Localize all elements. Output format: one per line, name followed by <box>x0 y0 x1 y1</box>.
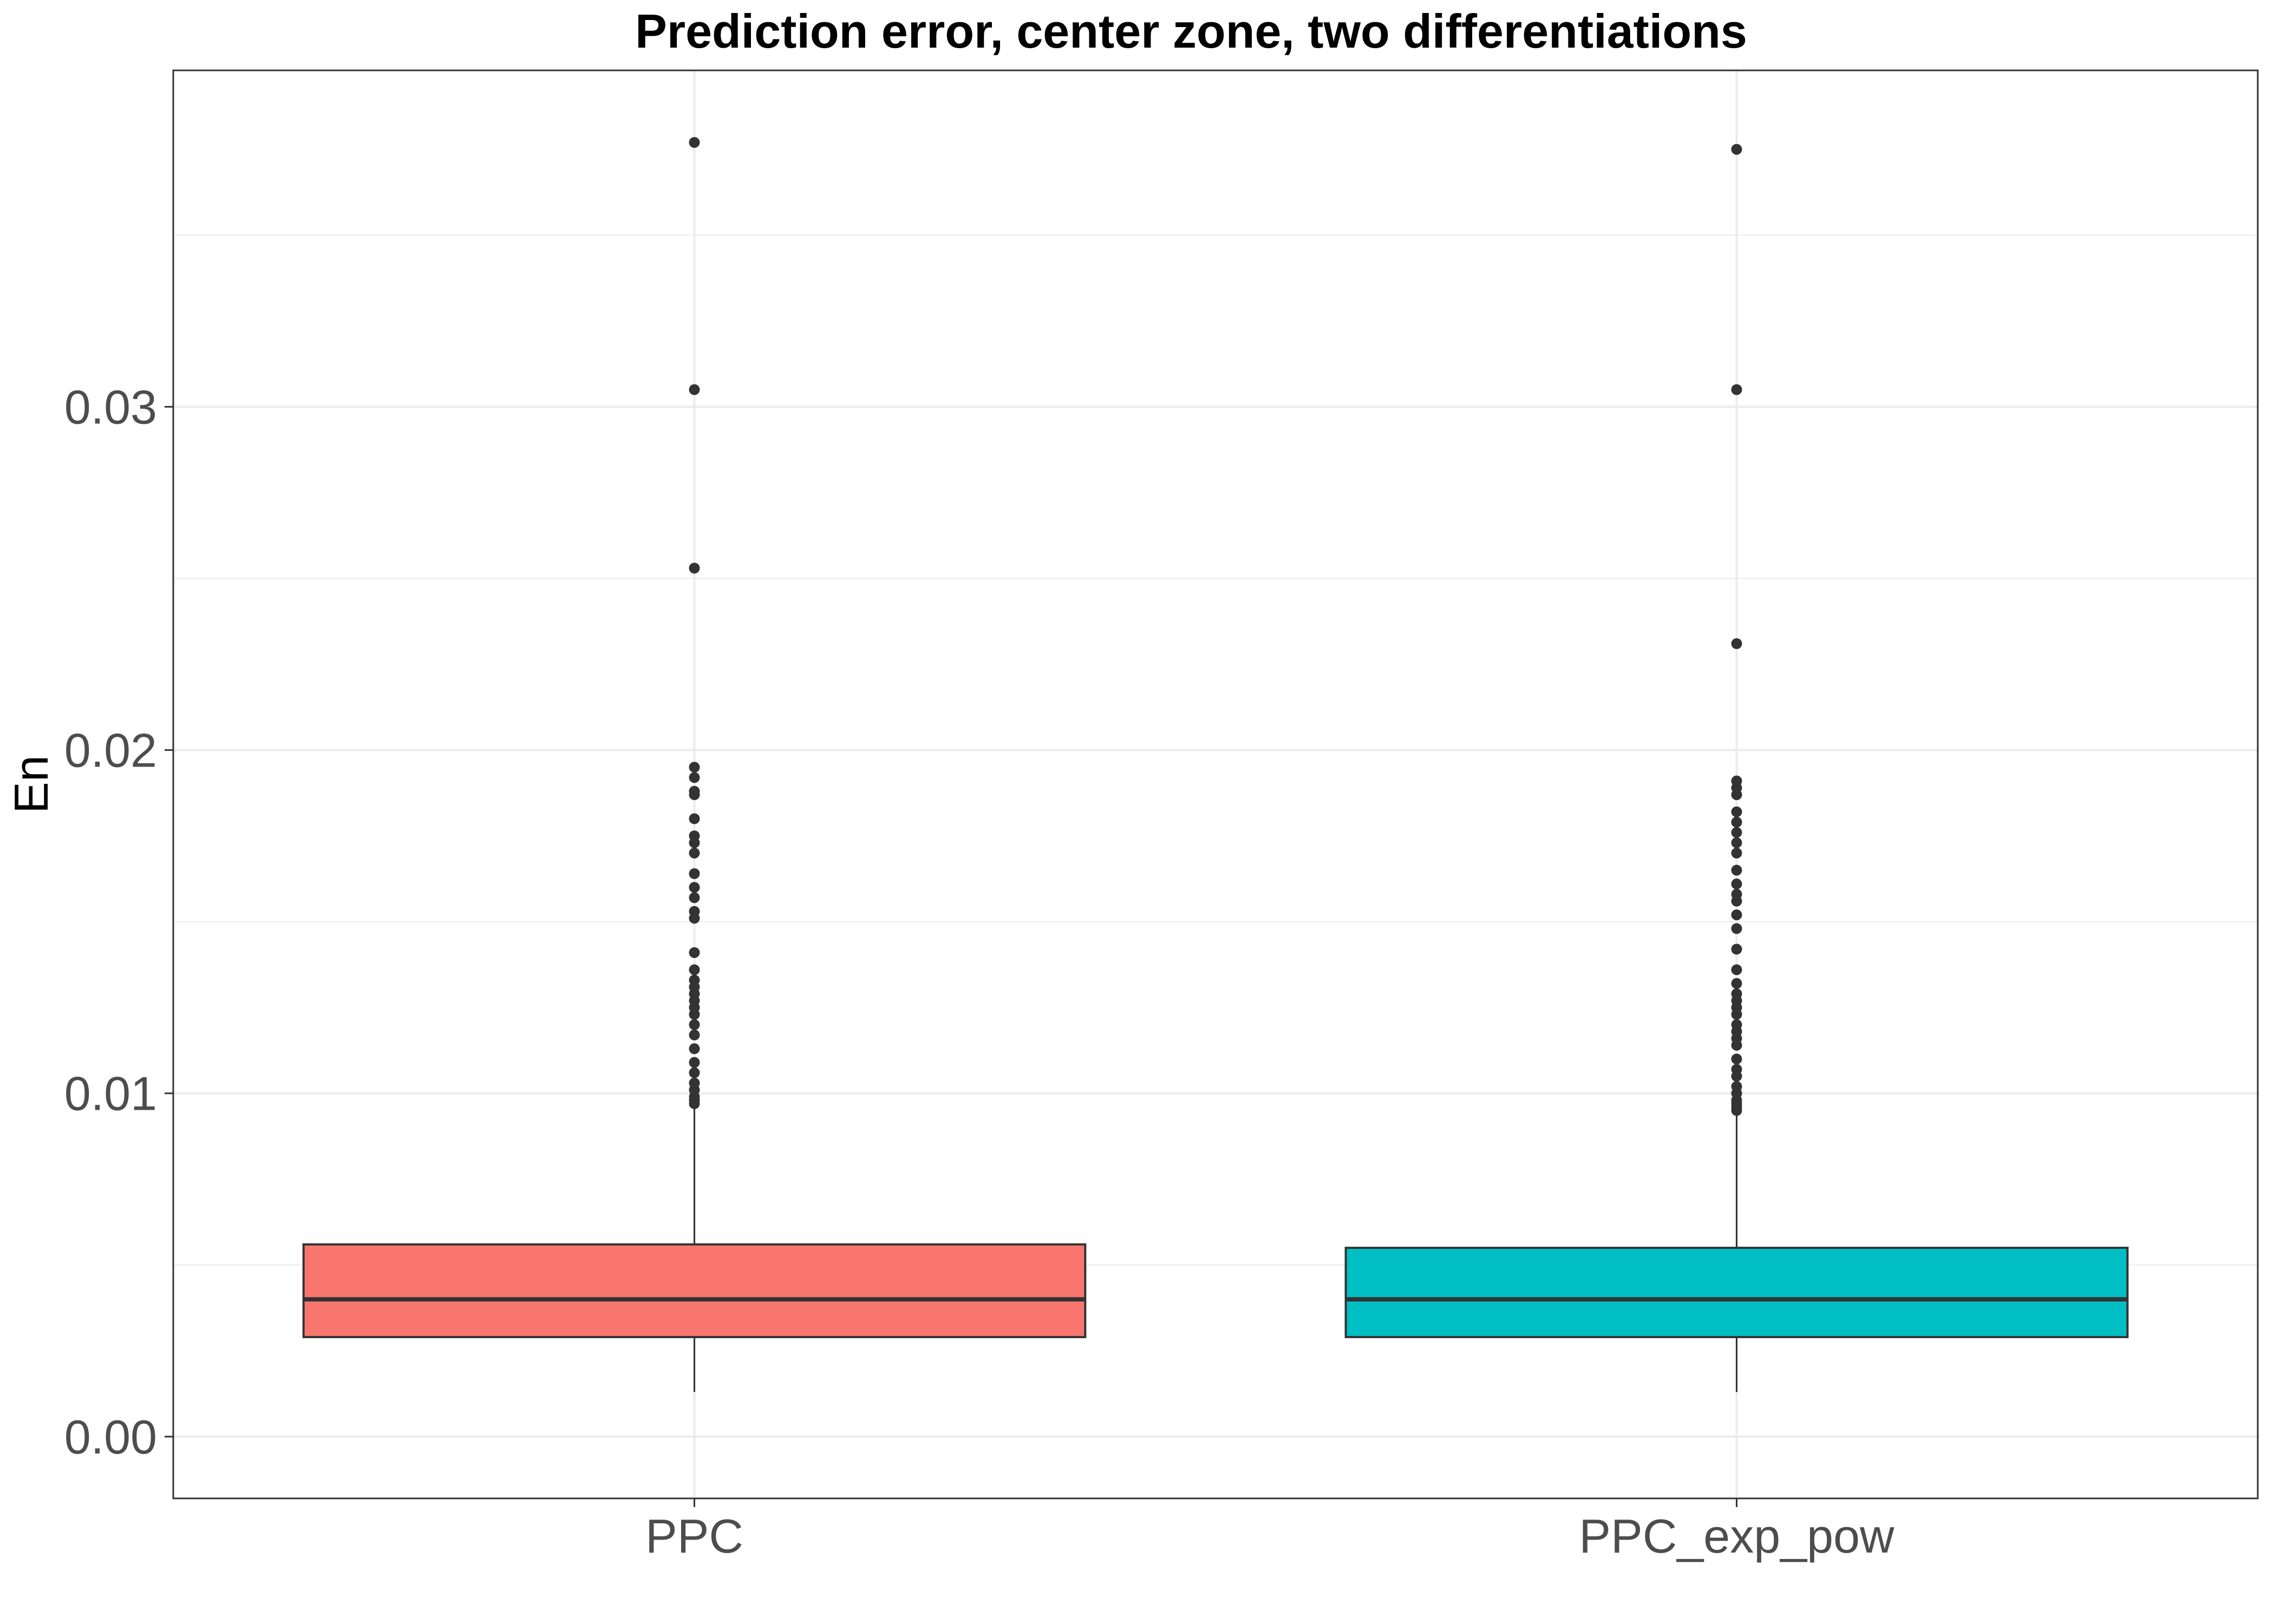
outlier-point <box>689 1057 700 1068</box>
outlier-point <box>1731 1039 1742 1051</box>
y-tick-label: 0.00 <box>64 1410 157 1464</box>
outlier-point <box>689 947 700 958</box>
outlier-point <box>1731 789 1742 801</box>
outliers <box>689 137 1742 1116</box>
outlier-point <box>1731 909 1742 920</box>
outlier-point <box>689 1009 700 1020</box>
chart-title: Prediction error, center zone, two diffe… <box>635 4 1747 58</box>
outlier-point <box>689 837 700 848</box>
outlier-point <box>689 772 700 783</box>
outlier-point <box>1731 865 1742 876</box>
outlier-point <box>689 892 700 903</box>
x-tick-label: PPC_exp_pow <box>1579 1509 1894 1563</box>
box-PPC <box>302 1107 1087 1392</box>
y-tick-label: 0.03 <box>64 380 157 434</box>
outlier-point <box>689 1029 700 1040</box>
outlier-point <box>689 384 700 395</box>
outlier-point <box>1731 964 1742 975</box>
outlier-point <box>689 847 700 859</box>
boxes <box>302 1107 2129 1392</box>
outlier-point <box>1731 143 1742 155</box>
outlier-point <box>689 964 700 975</box>
box-PPC_exp_pow <box>1344 1114 2129 1392</box>
outlier-point <box>689 868 700 879</box>
outlier-point <box>689 562 700 574</box>
y-tick-label: 0.01 <box>64 1067 157 1121</box>
outlier-point <box>689 1019 700 1030</box>
outlier-point <box>1731 806 1742 817</box>
outlier-point <box>689 882 700 893</box>
outlier-point <box>689 1067 700 1078</box>
outlier-point <box>1731 837 1742 848</box>
panel-border <box>172 69 2259 1499</box>
x-tick-label: PPC <box>645 1509 743 1563</box>
outlier-point <box>689 913 700 924</box>
box-iqr <box>302 1243 1087 1338</box>
outlier-point <box>1731 1105 1742 1116</box>
outlier-point <box>1731 1053 1742 1065</box>
outlier-point <box>689 137 700 148</box>
outlier-point <box>1731 847 1742 859</box>
box-iqr <box>1344 1247 2129 1338</box>
outlier-point <box>1731 878 1742 889</box>
outlier-point <box>689 1043 700 1055</box>
axes: 0.00 0.01 0.02 0.03 PPC PPC_exp_pow <box>64 380 1894 1563</box>
outlier-point <box>1731 944 1742 955</box>
outlier-point <box>1731 638 1742 650</box>
outlier-point <box>1731 1009 1742 1020</box>
outlier-point <box>1731 923 1742 934</box>
y-tick-label: 0.02 <box>64 724 157 777</box>
outlier-point <box>1731 827 1742 838</box>
outlier-point <box>689 813 700 824</box>
outlier-point <box>1731 895 1742 907</box>
outlier-point <box>1731 384 1742 395</box>
outlier-point <box>1731 978 1742 989</box>
outlier-point <box>1731 816 1742 828</box>
y-axis-title: En <box>4 755 58 814</box>
outlier-point <box>1731 1071 1742 1082</box>
outlier-point <box>689 1098 700 1109</box>
outlier-point <box>689 762 700 773</box>
outlier-point <box>689 789 700 801</box>
